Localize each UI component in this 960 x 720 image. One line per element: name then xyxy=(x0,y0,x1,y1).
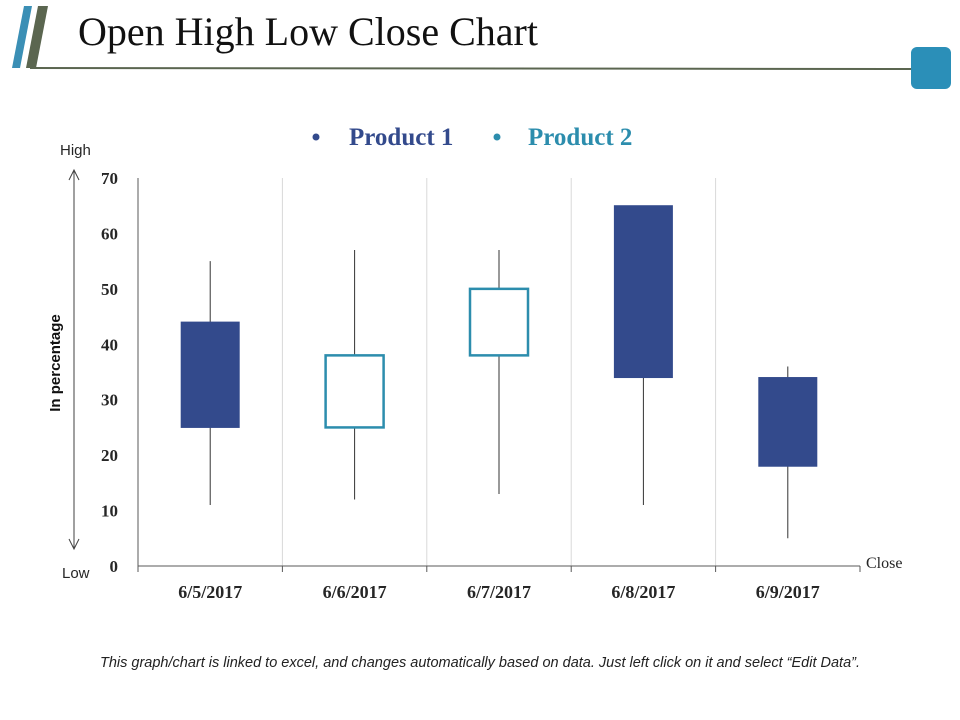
ohlc-chart: 0 10 20 30 40 50 60 70 6/5/2017 6/6/2017 6/7/2017 6… xyxy=(47,124,902,602)
y-axis-title: In percentage xyxy=(47,314,64,412)
candle-body-down xyxy=(613,205,673,379)
y-tick-label: 20 xyxy=(101,446,118,465)
x-tick-label: 6/7/2017 xyxy=(467,582,531,602)
arrow-down-icon xyxy=(68,538,80,551)
y-tick-label: 40 xyxy=(101,335,118,354)
chart-gridlines xyxy=(281,178,717,566)
y-low-label: Low xyxy=(62,565,90,582)
x-tick-label: 6/8/2017 xyxy=(611,582,675,602)
candle-body-up xyxy=(468,287,530,357)
candle-body-down xyxy=(180,321,240,428)
chart-legend: Product 1 Product 2 xyxy=(312,124,632,151)
y-high-label: High xyxy=(60,142,91,159)
corner-square xyxy=(911,47,951,89)
page-title: Open High Low Close Chart xyxy=(78,9,538,54)
x-end-label: Close xyxy=(866,555,902,572)
candle-body-up xyxy=(324,354,385,429)
x-tick-label: 6/9/2017 xyxy=(756,582,820,602)
y-tick-label: 0 xyxy=(110,557,119,576)
x-tick-label: 6/6/2017 xyxy=(323,582,387,602)
accent-stripe-light xyxy=(12,6,32,68)
title-rule xyxy=(29,67,919,70)
accent-stripe-dark xyxy=(26,6,48,68)
chart-candles xyxy=(180,205,818,539)
legend-label: Product 2 xyxy=(528,124,632,151)
candle-body-down xyxy=(758,377,818,467)
legend-label: Product 1 xyxy=(349,124,453,151)
y-tick-label: 30 xyxy=(101,391,118,410)
legend-bullet xyxy=(493,133,501,141)
y-tick-label: 70 xyxy=(101,169,118,188)
y-tick-label: 60 xyxy=(101,224,118,243)
chart-axes xyxy=(68,168,861,572)
y-tick-label: 10 xyxy=(101,502,118,521)
x-tick-label: 6/5/2017 xyxy=(178,582,242,602)
y-tick-label: 50 xyxy=(101,280,118,299)
footnote: This graph/chart is linked to excel, and… xyxy=(99,655,861,671)
arrow-up-icon xyxy=(68,168,80,181)
chart-labels: 0 10 20 30 40 50 60 70 6/5/2017 6/6/2017 6/7/2017 6… xyxy=(47,142,902,602)
legend-bullet xyxy=(312,133,320,141)
